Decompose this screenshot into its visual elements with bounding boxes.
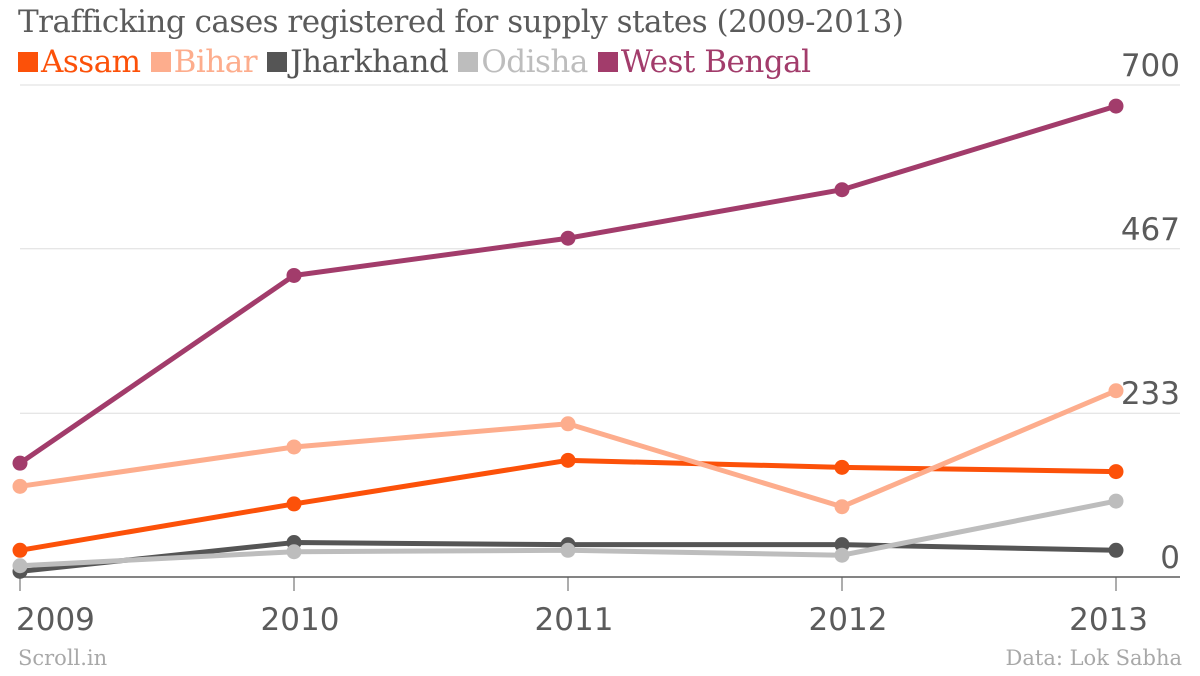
data-point (1108, 98, 1124, 114)
data-point (12, 478, 28, 494)
data-point (834, 537, 850, 553)
data-point (834, 459, 850, 475)
series-line (19, 457, 1117, 553)
legend-label: Jharkhand (290, 44, 449, 80)
x-tick-label: 2012 (809, 602, 888, 638)
series-line (18, 103, 1117, 466)
data-point (1108, 542, 1124, 558)
y-tick-label: 467 (1121, 212, 1180, 248)
legend-label: Assam (41, 44, 141, 80)
data-point (286, 544, 302, 560)
legend-item: Bihar (150, 44, 258, 80)
legend-swatch (267, 52, 288, 72)
data-point (286, 496, 302, 512)
data-point (834, 182, 850, 198)
x-tick-label: 2009 (16, 602, 95, 638)
legend: Assam Bihar Jharkhand Odisha West Bengal (18, 44, 821, 80)
data-point (560, 452, 576, 468)
data-point (560, 230, 576, 246)
legend-swatch (18, 52, 38, 72)
data-point (560, 416, 576, 432)
x-tick-label: 2011 (535, 602, 614, 638)
brand-label: Scroll.in (18, 646, 108, 670)
legend-item: West Bengal (597, 44, 811, 80)
x-tick-label: 2013 (1069, 602, 1148, 638)
data-point (1108, 493, 1124, 509)
legend-swatch (458, 52, 479, 72)
legend-label: Bihar (173, 44, 258, 80)
data-point (286, 267, 302, 283)
data-point (834, 499, 850, 515)
y-tick-label: 700 (1121, 48, 1180, 84)
data-point (1108, 464, 1124, 480)
legend-swatch (150, 52, 171, 72)
y-tick-label: 0 (1160, 540, 1180, 576)
data-point (1108, 383, 1124, 399)
data-point (834, 547, 850, 563)
x-tick-label: 2010 (261, 602, 340, 638)
series-line (19, 388, 1117, 510)
legend-label: West Bengal (620, 44, 811, 80)
data-point (12, 455, 28, 471)
source-label: Data: Lok Sabha (1005, 646, 1182, 670)
data-point (560, 542, 576, 558)
data-point (12, 542, 28, 558)
legend-item: Jharkhand (267, 44, 449, 80)
legend-swatch (597, 52, 618, 72)
legend-item: Assam (18, 44, 141, 80)
chart-title: Trafficking cases registered for supply … (18, 4, 904, 40)
data-point (286, 439, 302, 455)
legend-label: Odisha (481, 44, 588, 80)
data-point (12, 558, 28, 574)
y-tick-label: 233 (1121, 376, 1180, 412)
legend-item: Odisha (458, 44, 588, 80)
